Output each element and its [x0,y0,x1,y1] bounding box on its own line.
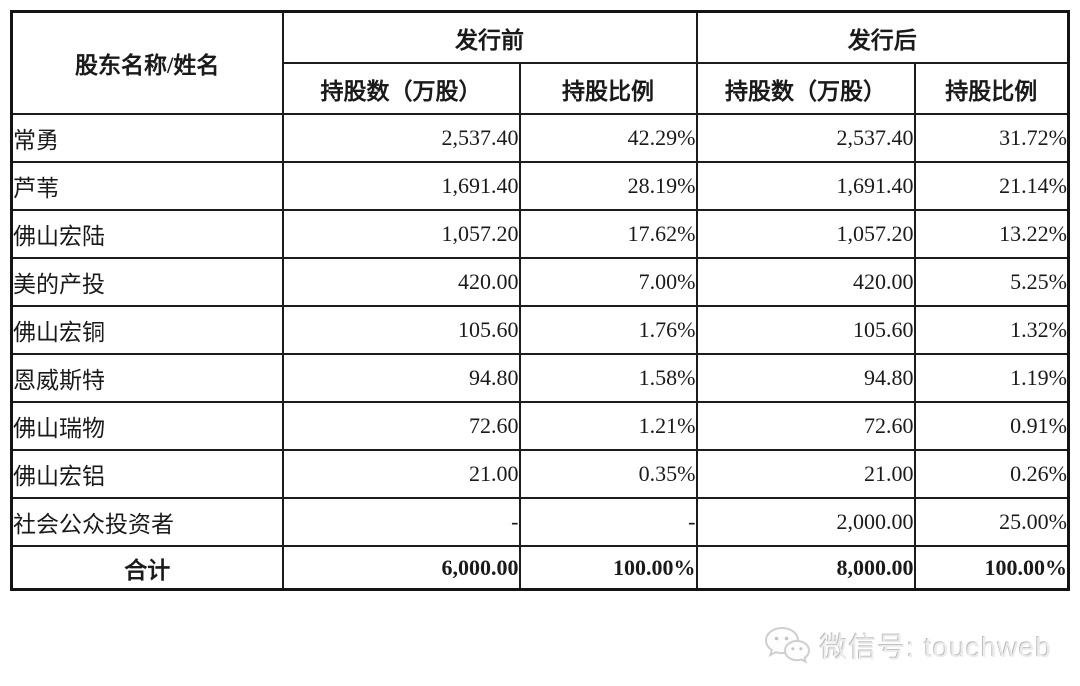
pre-ratio-value: 17.62% [518,209,698,259]
post-shares-value: 2,000.00 [695,497,916,547]
pre-shares-value: - [281,497,521,547]
pre-ratio-value: 1.58% [518,353,698,403]
shareholder-name: 社会公众投资者 [10,497,284,547]
shareholder-name: 恩威斯特 [10,353,284,403]
shareholder-name: 佛山宏陆 [10,209,284,259]
post-ratio-value: 1.19% [913,353,1070,403]
post-shares-value: 21.00 [695,449,916,499]
post-ratio-value: 5.25% [913,257,1070,307]
pre-ratio-value: 1.76% [518,305,698,355]
post-ratio-value: 0.26% [913,449,1070,499]
pre-ratio-value: 1.21% [518,401,698,451]
shareholder-table: 股东名称/姓名 发行前 发行后 持股数（万股） 持股比例 持股数（万股） 持股比… [10,10,1070,591]
post-shares-value: 72.60 [695,401,916,451]
shareholder-name: 佛山宏铜 [10,305,284,355]
total-pre-shares: 6,000.00 [281,545,521,591]
watermark: 微信号: touchweb [762,624,1052,668]
table-row: 佛山宏铝 21.00 0.35% 21.00 0.26% [10,449,1070,499]
table-row: 佛山瑞物 72.60 1.21% 72.60 0.91% [10,401,1070,451]
pre-shares-value: 105.60 [281,305,521,355]
post-shares-value: 1,057.20 [695,209,916,259]
pre-ratio-value: - [518,497,698,547]
shareholder-name: 佛山宏铝 [10,449,284,499]
post-shares-value: 105.60 [695,305,916,355]
pre-shares-value: 2,537.40 [281,113,521,163]
table-row: 恩威斯特 94.80 1.58% 94.80 1.19% [10,353,1070,403]
post-shares-value: 1,691.40 [695,161,916,211]
pre-ratio-value: 28.19% [518,161,698,211]
total-pre-ratio: 100.00% [518,545,698,591]
post-ratio-value: 13.22% [913,209,1070,259]
header-post-ratio: 持股比例 [913,62,1070,115]
table-row: 常勇 2,537.40 42.29% 2,537.40 31.72% [10,113,1070,163]
shareholder-name: 常勇 [10,113,284,163]
post-ratio-value: 1.32% [913,305,1070,355]
pre-shares-value: 94.80 [281,353,521,403]
header-pre-ratio: 持股比例 [518,62,698,115]
post-shares-value: 420.00 [695,257,916,307]
table-row: 芦苇 1,691.40 28.19% 1,691.40 21.14% [10,161,1070,211]
header-group-post-issue: 发行后 [695,10,1070,64]
pre-ratio-value: 0.35% [518,449,698,499]
shareholder-name: 芦苇 [10,161,284,211]
table-row: 社会公众投资者 - - 2,000.00 25.00% [10,497,1070,547]
pre-shares-value: 1,691.40 [281,161,521,211]
pre-shares-value: 21.00 [281,449,521,499]
post-ratio-value: 0.91% [913,401,1070,451]
table-row: 佛山宏铜 105.60 1.76% 105.60 1.32% [10,305,1070,355]
pre-shares-value: 420.00 [281,257,521,307]
post-shares-value: 2,537.40 [695,113,916,163]
header-post-shares: 持股数（万股） [695,62,916,115]
header-pre-shares: 持股数（万股） [281,62,521,115]
shareholder-name: 美的产投 [10,257,284,307]
post-ratio-value: 25.00% [913,497,1070,547]
pre-shares-value: 1,057.20 [281,209,521,259]
pre-ratio-value: 42.29% [518,113,698,163]
table-total-row: 合计 6,000.00 100.00% 8,000.00 100.00% [10,545,1070,591]
watermark-text: 微信号: touchweb [819,632,1052,663]
post-ratio-value: 21.14% [913,161,1070,211]
table-row: 美的产投 420.00 7.00% 420.00 5.25% [10,257,1070,307]
total-post-shares: 8,000.00 [695,545,916,591]
pre-ratio-value: 7.00% [518,257,698,307]
header-group-pre-issue: 发行前 [281,10,698,64]
total-label: 合计 [10,545,284,591]
table-header-row-subcols: 持股数（万股） 持股比例 持股数（万股） 持股比例 [12,62,1070,115]
total-post-ratio: 100.00% [913,545,1070,591]
table-row: 佛山宏陆 1,057.20 17.62% 1,057.20 13.22% [10,209,1070,259]
pre-shares-value: 72.60 [281,401,521,451]
post-shares-value: 94.80 [695,353,916,403]
shareholder-name: 佛山瑞物 [10,401,284,451]
header-shareholder-name: 股东名称/姓名 [10,10,284,115]
wechat-icon [764,626,810,664]
post-ratio-value: 31.72% [913,113,1070,163]
table-header-row-groups: 股东名称/姓名 发行前 发行后 [10,10,1070,115]
